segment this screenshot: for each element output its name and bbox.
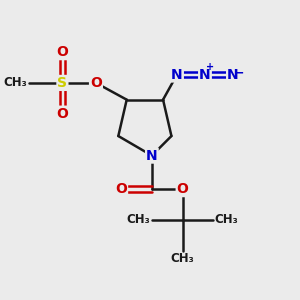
- Text: S: S: [57, 76, 68, 90]
- Text: +: +: [206, 62, 214, 72]
- Text: CH₃: CH₃: [171, 252, 194, 265]
- Text: O: O: [90, 76, 102, 90]
- Text: CH₃: CH₃: [4, 76, 28, 89]
- Text: O: O: [56, 107, 68, 121]
- Text: O: O: [177, 182, 189, 196]
- Text: N: N: [227, 68, 239, 82]
- Text: N: N: [146, 148, 158, 163]
- Text: O: O: [115, 182, 127, 196]
- Text: N: N: [171, 68, 183, 82]
- Text: CH₃: CH₃: [127, 213, 151, 226]
- Text: O: O: [56, 45, 68, 59]
- Text: CH₃: CH₃: [215, 213, 238, 226]
- Text: −: −: [234, 67, 244, 80]
- Text: N: N: [199, 68, 211, 82]
